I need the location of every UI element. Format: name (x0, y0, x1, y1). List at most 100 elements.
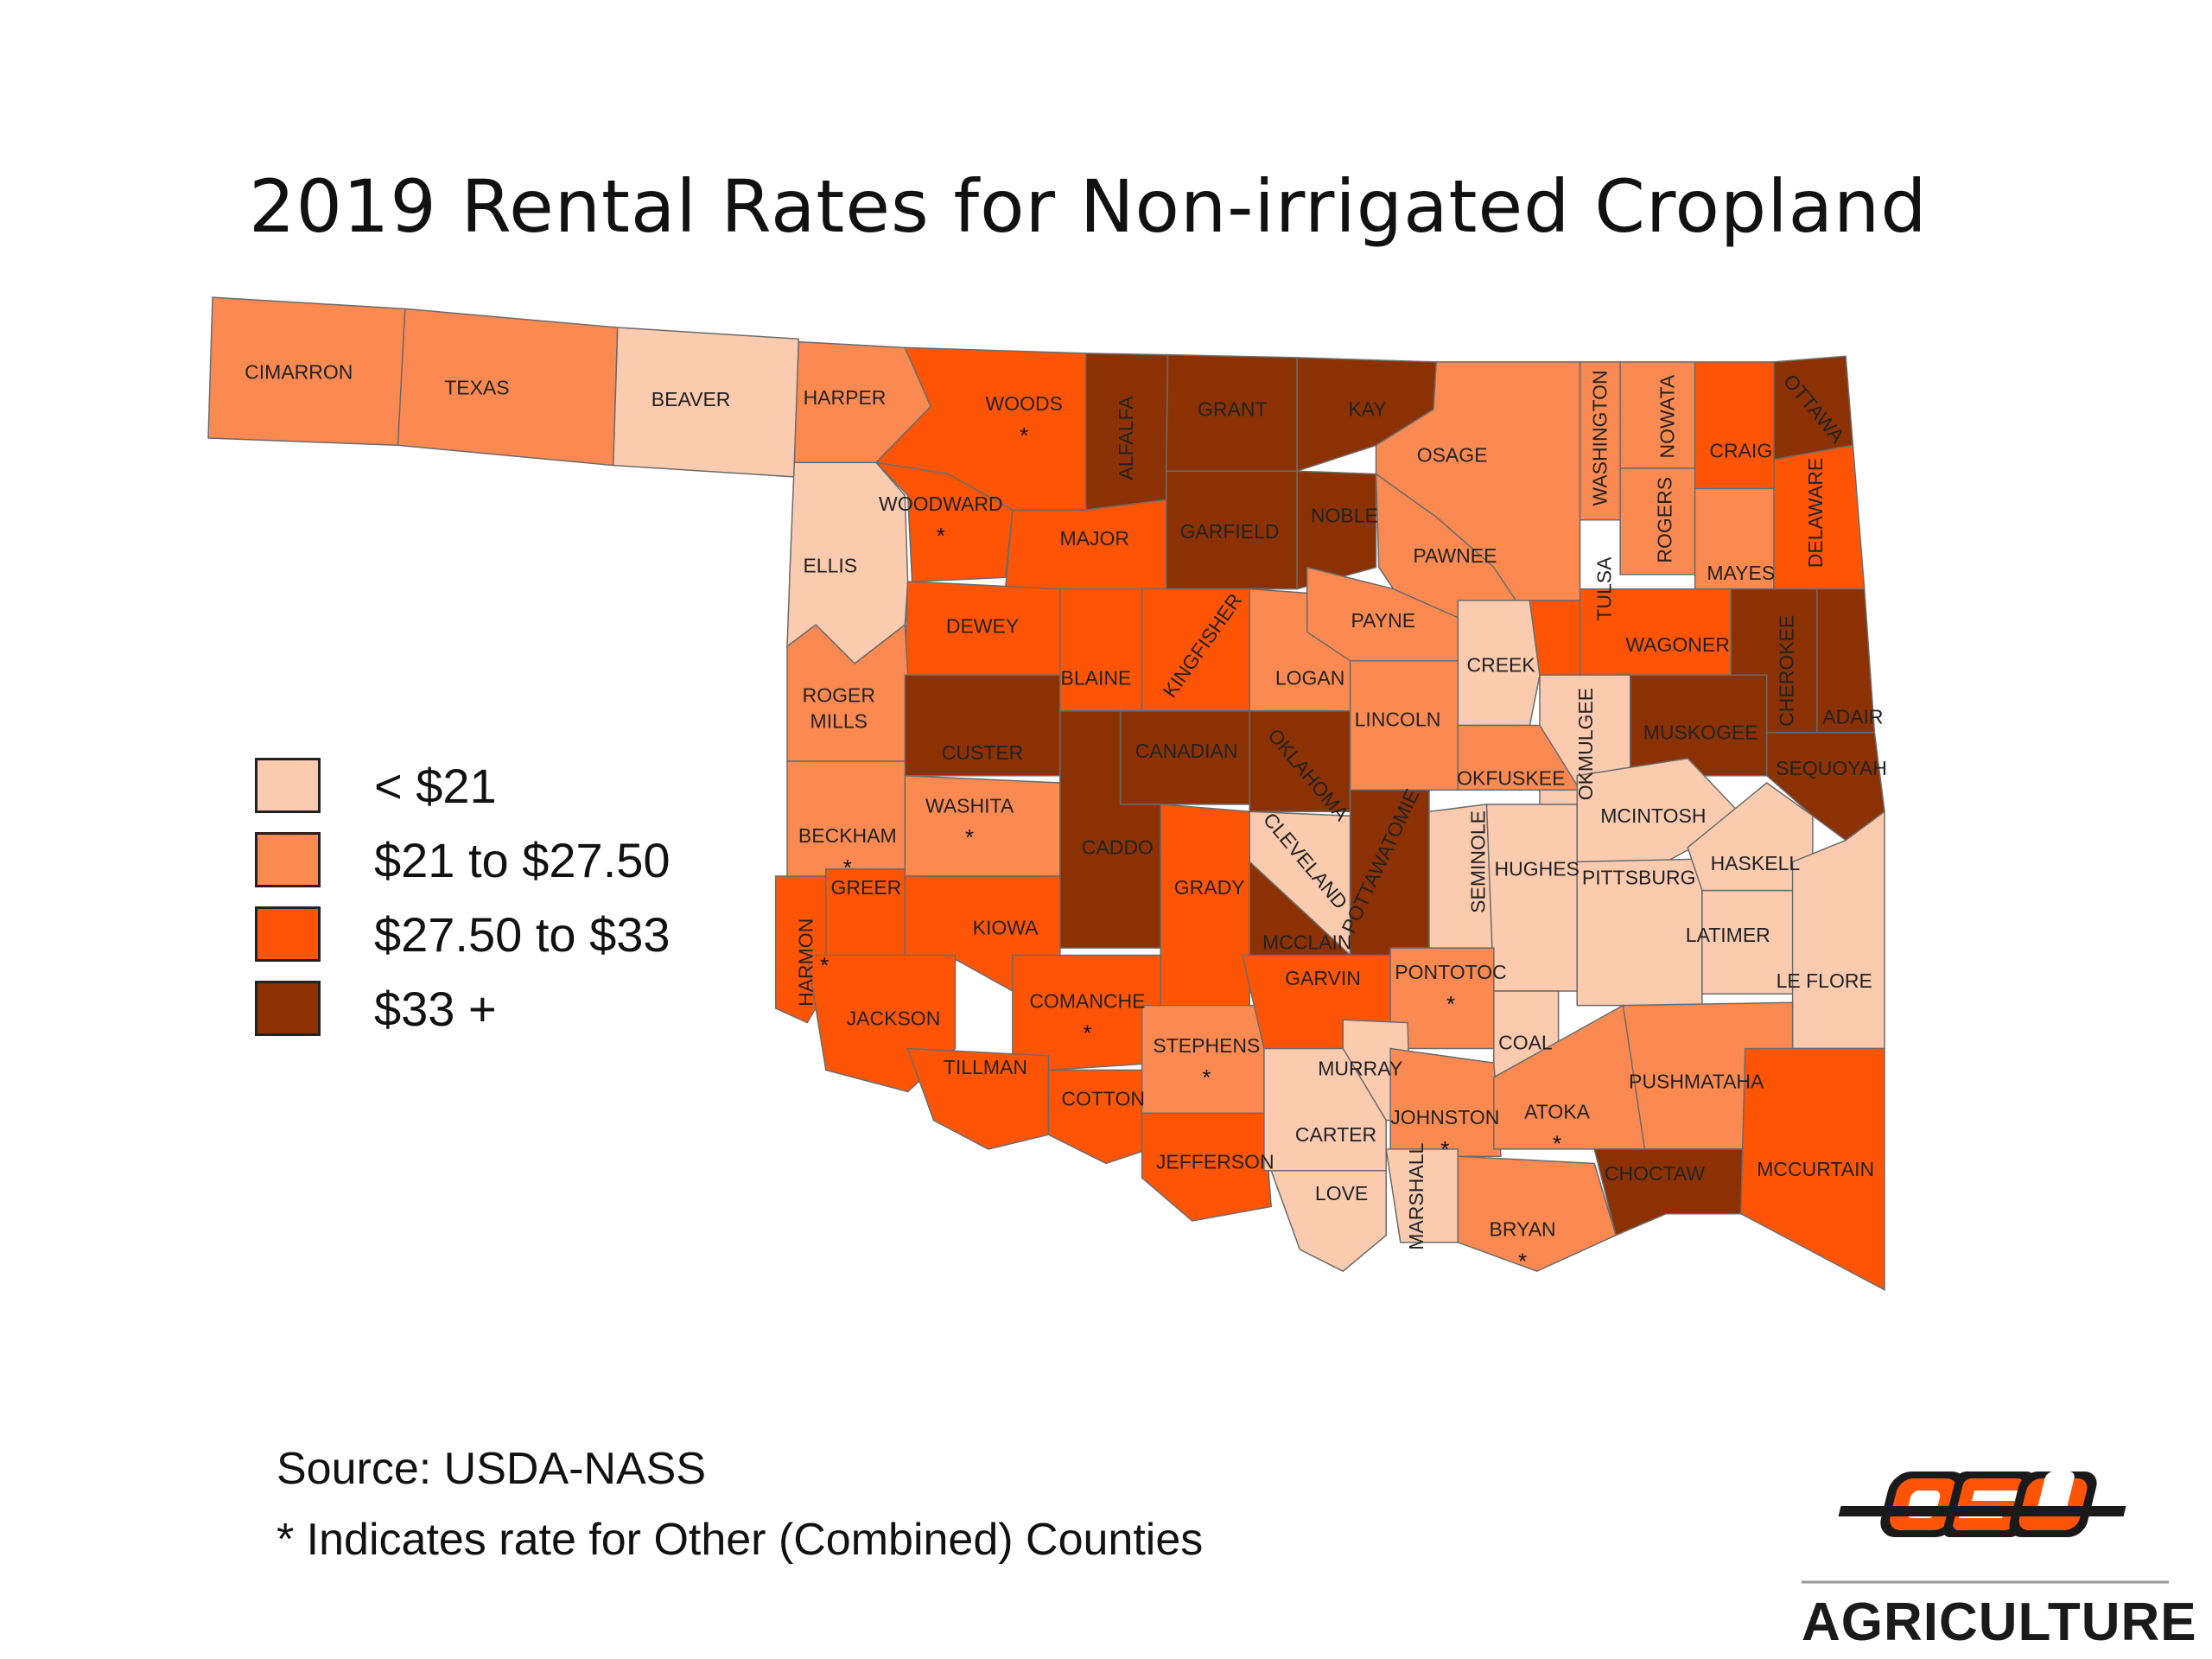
county-label-lincoln: LINCOLN (1355, 709, 1441, 731)
county-label-ellis: ELLIS (803, 555, 857, 577)
legend-item-21-to-27-50: $21 to $27.50 (255, 823, 671, 897)
county-label-grady: GRADY (1174, 876, 1245, 899)
combined-marker-harmon: * (820, 952, 829, 978)
county-mccurtain (1740, 1047, 1885, 1292)
county-label-beaver: BEAVER (652, 388, 731, 410)
combined-marker-woodward: * (937, 523, 945, 549)
combined-marker-woods: * (1020, 423, 1028, 448)
county-label-grant: GRANT (1198, 397, 1268, 420)
county-label-cherokee: CHEROKEE (1776, 615, 1798, 727)
county-label-roger-mills: MILLS (810, 709, 868, 732)
county-label-wagoner: WAGONER (1625, 633, 1730, 656)
county-label-choctaw: CHOCTAW (1605, 1162, 1706, 1185)
county-label-adair: ADAIR (1822, 705, 1883, 728)
county-label-texas: TEXAS (444, 377, 509, 399)
county-label-canadian: CANADIAN (1135, 740, 1238, 762)
county-label-custer: CUSTER (942, 741, 1024, 764)
county-comanche (1012, 954, 1161, 1071)
combined-marker-bryan: * (1518, 1249, 1527, 1274)
county-grady (1160, 804, 1250, 1014)
county-tillman (906, 1047, 1050, 1150)
county-label-bryan: BRYAN (1490, 1218, 1556, 1241)
county-craig (1694, 361, 1775, 489)
county-label-mcclain: MCCLAIN (1262, 931, 1352, 953)
legend-swatch-21-to-27-50 (255, 832, 321, 887)
county-label-pittsburg: PITTSBURG (1582, 866, 1696, 888)
county-label-mayes: MAYES (1707, 562, 1775, 584)
county-label-sequoyah: SEQUOYAH (1776, 757, 1887, 779)
county-label-cimarron: CIMARRON (245, 360, 353, 383)
legend-item-lt21: < $21 (255, 748, 671, 823)
county-jefferson (1141, 1112, 1272, 1222)
county-label-woodward: WOODWARD (879, 493, 1003, 515)
legend-label-21-to-27-50: $21 to $27.50 (374, 832, 671, 887)
combined-marker-atoka: * (1553, 1130, 1561, 1156)
county-label-harper: HARPER (804, 386, 887, 409)
county-label-cotton: COTTON (1061, 1087, 1145, 1109)
county-stephens (1141, 1004, 1265, 1115)
county-label-jackson: JACKSON (847, 1007, 941, 1029)
combined-marker-stephens: * (1202, 1065, 1211, 1090)
county-label-okmulgee: OKMULGEE (1574, 688, 1597, 800)
county-label-logan: LOGAN (1275, 666, 1345, 689)
county-label-major: MAJOR (1059, 527, 1129, 550)
county-label-kiowa: KIOWA (973, 917, 1039, 939)
county-love (1270, 1170, 1387, 1273)
county-washita (904, 774, 1061, 877)
county-label-woods: WOODS (985, 392, 1062, 415)
county-label-washita: WASHITA (925, 794, 1014, 817)
county-label-murray: MURRAY (1318, 1057, 1402, 1079)
county-label-delaware: DELAWARE (1804, 458, 1827, 568)
county-label-caddo: CADDO (1082, 836, 1154, 858)
county-label-roger-mills: ROGER (803, 683, 875, 706)
county-label-le-flore: LE FLORE (1777, 969, 1872, 992)
county-label-payne: PAYNE (1351, 609, 1416, 632)
legend-swatch-lt21 (255, 758, 321, 813)
county-label-haskell: HASKELL (1711, 852, 1801, 874)
county-label-marshall: MARSHALL (1405, 1142, 1427, 1249)
county-label-osage: OSAGE (1417, 444, 1488, 467)
logo-wordmark: AGRICULTURE (1802, 1592, 2197, 1652)
legend-label-lt21: < $21 (374, 758, 497, 813)
county-label-tillman: TILLMAN (944, 1056, 1027, 1078)
county-carter (1263, 1047, 1387, 1172)
legend-swatch-27-50-to-33 (255, 906, 321, 962)
county-label-alfalfa: ALFALFA (1115, 396, 1137, 480)
county-cotton (1047, 1069, 1150, 1165)
county-label-mcintosh: MCINTOSH (1600, 804, 1706, 827)
county-label-garfield: GARFIELD (1179, 520, 1279, 543)
legend-label-33-plus: $33 + (374, 981, 497, 1036)
county-bryan (1457, 1155, 1618, 1273)
county-label-garvin: GARVIN (1285, 967, 1361, 989)
combined-marker-johnston: * (1440, 1136, 1449, 1162)
combined-marker-beckham: * (843, 855, 852, 880)
county-label-atoka: ATOKA (1524, 1100, 1590, 1122)
county-label-washington: WASHINGTON (1589, 370, 1611, 505)
county-label-nowata: NOWATA (1656, 374, 1679, 458)
county-label-rogers: ROGERS (1653, 477, 1675, 563)
county-label-latimer: LATIMER (1686, 924, 1770, 946)
county-label-carter: CARTER (1295, 1123, 1376, 1146)
combined-marker-washita: * (965, 824, 974, 850)
legend-swatch-33-plus (255, 981, 321, 1036)
county-label-kay: KAY (1348, 397, 1386, 420)
county-label-dewey: DEWEY (946, 614, 1019, 637)
county-label-okfuskee: OKFUSKEE (1457, 767, 1565, 790)
source-note: Source: USDA-NASS (276, 1444, 707, 1494)
county-blaine (1059, 588, 1143, 712)
combined-marker-pontotoc: * (1446, 991, 1455, 1017)
county-label-beckham: BECKHAM (798, 824, 897, 847)
county-label-comanche: COMANCHE (1029, 989, 1145, 1012)
county-label-muskogee: MUSKOGEE (1643, 721, 1758, 744)
county-label-jefferson: JEFFERSON (1156, 1151, 1274, 1173)
combined-counties-note: * Indicates rate for Other (Combined) Co… (276, 1515, 1204, 1565)
combined-marker-comanche: * (1083, 1020, 1091, 1046)
county-label-johnston: JOHNSTON (1390, 1106, 1499, 1128)
county-label-craig: CRAIG (1709, 440, 1772, 462)
county-label-harmon: HARMON (794, 918, 817, 1007)
county-noble (1296, 470, 1377, 590)
county-choctaw (1593, 1148, 1746, 1236)
legend-label-27-50-to-33: $27.50 to $33 (374, 906, 671, 962)
county-label-pontotoc: PONTOTOC (1395, 961, 1507, 983)
